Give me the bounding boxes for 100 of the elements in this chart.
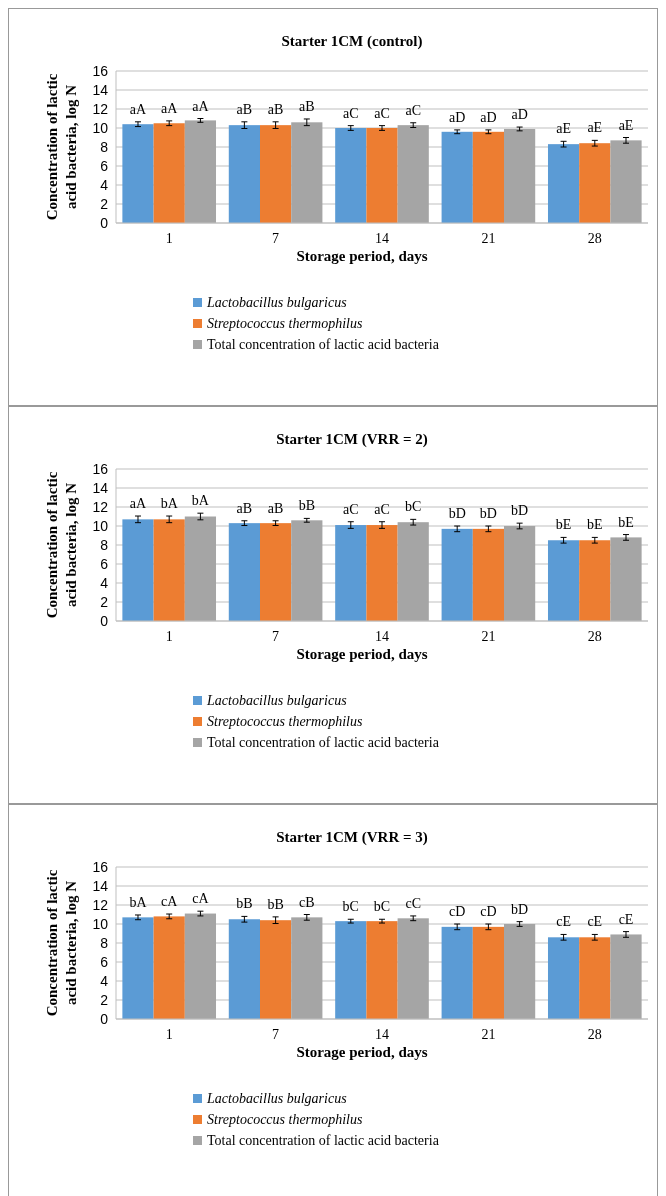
bar [260, 125, 292, 223]
data-label: cE [618, 911, 634, 927]
x-tick-label: 1 [165, 629, 173, 644]
bar [291, 520, 323, 621]
y-tick-label: 4 [100, 176, 109, 193]
bar [472, 926, 505, 1019]
data-label: aE [556, 121, 571, 137]
bar [122, 917, 154, 1019]
bar [441, 131, 473, 223]
x-tick-label: 14 [375, 629, 389, 644]
y-tick-label: 4 [100, 574, 109, 591]
legend-label: Total concentration of lactic acid bacteria [207, 735, 440, 750]
y-tick-label: 12 [92, 896, 109, 913]
bar [335, 525, 367, 621]
bar [504, 924, 536, 1019]
data-label: bB [236, 896, 253, 912]
x-tick-label: 21 [481, 629, 496, 644]
y-tick-label: 6 [100, 953, 109, 970]
x-tick-label: 7 [272, 231, 280, 246]
bar [610, 934, 642, 1019]
y-tick-label: 16 [92, 460, 109, 477]
data-label: aA [192, 98, 210, 114]
data-label: cE [587, 914, 603, 930]
legend-label: Lactobacillus bulgaricus [206, 295, 348, 310]
bar [184, 516, 217, 621]
bar [610, 537, 642, 621]
bar [441, 926, 473, 1019]
data-label: aB [267, 101, 284, 117]
y-tick-label: 8 [100, 536, 109, 553]
data-label: aE [587, 120, 603, 136]
y-tick-label: 10 [92, 119, 109, 136]
data-label: aC [343, 105, 359, 121]
bar [122, 519, 154, 621]
y-tick-label: 2 [100, 195, 109, 212]
data-label: bE [587, 517, 603, 533]
x-tick-label: 28 [587, 231, 602, 246]
data-label: cD [449, 904, 466, 919]
data-label: aA [161, 100, 179, 116]
y-tick-label: 16 [92, 858, 109, 875]
bar [366, 128, 398, 223]
data-label: aE [618, 117, 634, 133]
x-tick-label: 28 [587, 1027, 602, 1042]
y-axis-title: Concentration of lactic acid bacteria, log N [44, 869, 79, 1017]
data-label: cE [556, 914, 571, 930]
y-tick-label: 8 [100, 934, 109, 951]
bar [547, 540, 580, 621]
bar [579, 540, 611, 621]
bar [260, 523, 292, 621]
bar [472, 131, 505, 223]
bar [228, 523, 260, 621]
y-tick-label: 16 [92, 62, 109, 79]
y-tick-label: 14 [92, 81, 109, 98]
x-axis-title: Storage period, days [296, 1044, 428, 1060]
y-tick-label: 0 [100, 612, 109, 629]
x-tick-label: 21 [481, 231, 496, 246]
data-label: aC [405, 102, 421, 118]
y-axis-title: Concentration of lactic acid bacteria, log N [44, 73, 79, 221]
x-tick-label: 1 [165, 1027, 173, 1042]
data-label: bB [267, 896, 284, 912]
y-tick-label: 14 [92, 877, 109, 894]
bar [504, 128, 536, 223]
data-label: bC [373, 899, 391, 915]
data-label: aC [374, 501, 390, 517]
legend-label: Lactobacillus bulgaricus [206, 693, 348, 708]
y-tick-label: 8 [100, 138, 109, 155]
data-label: aB [236, 101, 253, 117]
bar [366, 921, 398, 1019]
data-label: aC [374, 105, 390, 121]
bar [547, 937, 580, 1019]
y-tick-label: 4 [100, 972, 109, 989]
bar [122, 124, 154, 223]
bar [579, 937, 611, 1019]
bar [504, 526, 536, 621]
x-tick-label: 14 [375, 231, 389, 246]
chart-title: Starter 1CM (VRR = 3) [276, 829, 428, 846]
data-label: bA [160, 496, 179, 512]
data-label: bD [511, 901, 529, 917]
y-tick-label: 12 [92, 100, 109, 117]
data-label: aB [267, 500, 284, 516]
y-tick-label: 12 [92, 498, 109, 515]
y-tick-label: 2 [100, 991, 109, 1008]
bar [184, 913, 217, 1019]
data-label: cD [480, 904, 497, 919]
bar [260, 920, 292, 1019]
bar [335, 128, 367, 223]
data-label: bD [479, 506, 497, 521]
data-label: aB [236, 500, 253, 516]
bar [397, 522, 429, 621]
bar [397, 125, 429, 223]
data-label: aA [129, 101, 148, 117]
bar [153, 916, 185, 1019]
x-tick-label: 28 [587, 629, 602, 644]
x-axis-title: Storage period, days [296, 646, 428, 662]
data-label: aA [129, 496, 148, 512]
data-label: aD [511, 107, 528, 123]
legend-label: Total concentration of lactic acid bacteria [207, 337, 440, 352]
data-label: aB [299, 98, 315, 114]
data-label: bD [448, 506, 466, 521]
chart-title: Starter 1CM (VRR = 2) [276, 431, 428, 448]
data-label: cA [192, 891, 210, 907]
